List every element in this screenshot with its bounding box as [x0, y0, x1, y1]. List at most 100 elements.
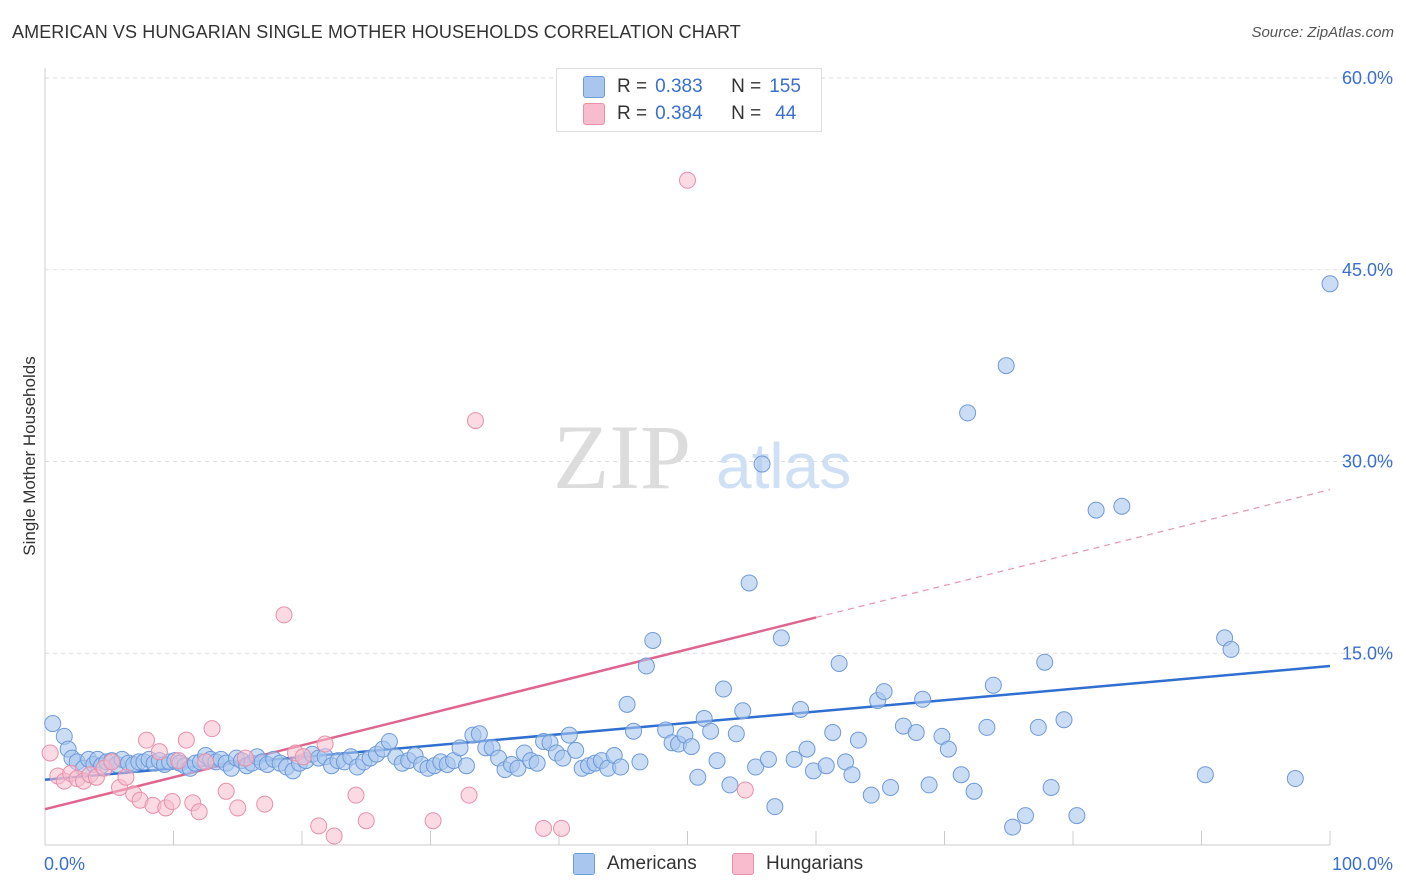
- americans-point: [959, 404, 977, 422]
- hungarians-point: [217, 782, 235, 800]
- hungarians-point: [203, 720, 221, 738]
- americans-point: [554, 749, 572, 767]
- hungarians-point: [236, 749, 254, 767]
- americans-point: [1016, 807, 1034, 825]
- hungarians-point: [170, 752, 188, 770]
- americans-point: [560, 726, 578, 744]
- americans-point: [1196, 766, 1214, 784]
- americans-point: [714, 680, 732, 698]
- americans-point: [907, 724, 925, 742]
- americans-point: [843, 766, 861, 784]
- americans-point: [637, 657, 655, 675]
- hungarians-point: [357, 812, 375, 830]
- americans-point: [618, 695, 636, 713]
- data-points: [41, 171, 1339, 845]
- hungarians-point: [117, 768, 135, 786]
- americans-point: [740, 574, 758, 592]
- americans-point: [920, 776, 938, 794]
- americans-point: [792, 700, 810, 718]
- hungarians-point: [138, 731, 156, 749]
- hungarians-point: [679, 171, 696, 189]
- hungarians-trend-extension: [815, 489, 1331, 619]
- americans-point: [721, 776, 739, 794]
- americans-point: [457, 757, 475, 775]
- americans-point: [1068, 807, 1086, 825]
- americans-swatch: [583, 76, 605, 98]
- americans-point: [625, 722, 643, 740]
- americans-point: [875, 683, 893, 701]
- x-tick-label: 100.0%: [1332, 854, 1393, 874]
- legend-r-value: 0.384: [655, 103, 703, 124]
- americans-point: [644, 631, 662, 649]
- americans-point: [759, 750, 777, 768]
- americans-point: [952, 766, 970, 784]
- americans-point: [914, 690, 932, 708]
- hungarians-point: [736, 781, 754, 799]
- hungarians-point: [256, 795, 274, 813]
- hungarians-point: [275, 606, 293, 624]
- hungarians-point: [466, 412, 484, 430]
- hungarians-point: [177, 731, 195, 749]
- legend-n-value: 44: [775, 103, 797, 124]
- watermark-atlas: atlas: [716, 430, 851, 502]
- americans-point: [470, 725, 488, 743]
- y-tick-label: 45.0%: [1342, 260, 1393, 280]
- bottom-legend-hungarians: Hungarians: [732, 852, 863, 876]
- americans-point: [1029, 718, 1047, 736]
- y-tick-label: 30.0%: [1342, 452, 1393, 472]
- hungarians-point: [41, 744, 59, 762]
- y-tick-label: 60.0%: [1342, 68, 1393, 88]
- hungarians-swatch: [583, 103, 605, 125]
- tick-labels: 15.0% 30.0% 45.0% 60.0% 0.0% 100.0%: [44, 68, 1393, 874]
- americans-point: [1087, 501, 1105, 519]
- legend-n-label: N =: [731, 103, 762, 124]
- grid-lines: [45, 77, 1395, 654]
- americans-legend-swatch: [573, 853, 595, 875]
- americans-point: [939, 740, 957, 758]
- americans-point: [451, 739, 469, 757]
- americans-point: [978, 718, 996, 736]
- americans-point: [766, 798, 784, 816]
- hungarians-point: [163, 793, 181, 811]
- legend-row-americans: R = 0.383 N = 155: [583, 75, 801, 99]
- americans-point: [1042, 778, 1060, 796]
- hungarians-legend-label: Hungarians: [766, 853, 864, 874]
- legend-n-value: 155: [769, 76, 801, 97]
- source-label: Source: ZipAtlas.com: [1251, 24, 1394, 41]
- americans-point: [1222, 640, 1240, 658]
- correlation-legend: R = 0.383 N = 155 R = 0.384 N = 44: [556, 68, 822, 132]
- bottom-legend-americans: Americans: [573, 852, 697, 876]
- americans-point: [1286, 770, 1304, 788]
- americans-point: [689, 768, 707, 786]
- americans-point: [830, 654, 848, 672]
- americans-point: [1036, 653, 1054, 671]
- americans-point: [727, 725, 745, 743]
- americans-point: [882, 778, 900, 796]
- americans-point: [824, 724, 842, 742]
- hungarians-point: [103, 753, 121, 771]
- hungarians-point: [325, 827, 343, 845]
- americans-legend-label: Americans: [607, 853, 697, 874]
- americans-point: [1055, 711, 1073, 729]
- hungarians-point: [347, 786, 365, 804]
- americans-point: [734, 702, 752, 720]
- hungarians-point: [150, 743, 168, 761]
- legend-r-label: R =: [617, 76, 648, 97]
- americans-point: [702, 722, 720, 740]
- hungarians-point: [190, 803, 208, 821]
- hungarians-point: [310, 817, 328, 835]
- americans-point: [1004, 818, 1022, 836]
- legend-row-hungarians: R = 0.384 N = 44: [583, 102, 796, 126]
- watermark: ZIP atlas: [553, 406, 851, 508]
- americans-point: [631, 753, 649, 771]
- hungarians-point: [197, 753, 215, 771]
- americans-point: [747, 758, 765, 776]
- americans-point: [44, 715, 62, 733]
- y-tick-label: 15.0%: [1342, 643, 1393, 663]
- americans-point: [567, 741, 585, 759]
- americans-point: [997, 357, 1015, 375]
- americans-point: [753, 455, 771, 473]
- americans-point: [1321, 275, 1339, 293]
- legend-r-value: 0.383: [655, 76, 703, 97]
